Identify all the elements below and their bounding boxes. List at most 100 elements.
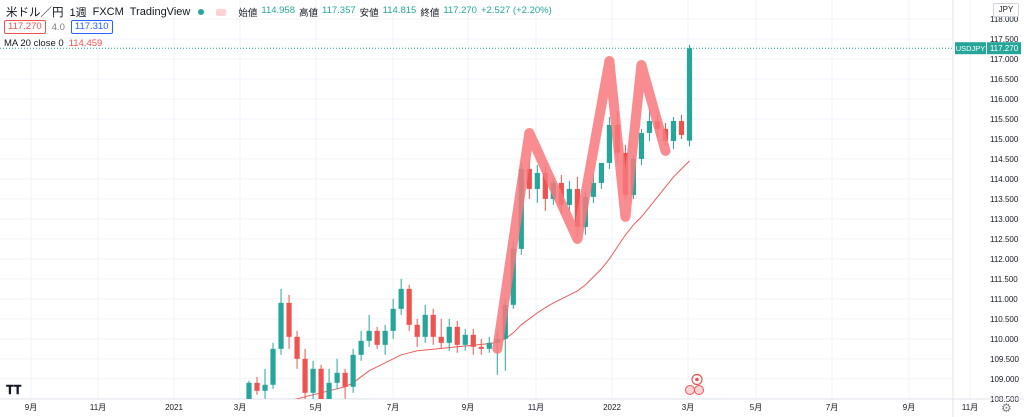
- plot-area: [0, 44, 953, 399]
- candle-body: [294, 336, 300, 359]
- low-value: 114.815: [382, 5, 417, 16]
- candle-body: [342, 372, 348, 387]
- candle-body: [510, 248, 516, 305]
- candle-body: [574, 188, 580, 227]
- candle-body: [350, 354, 356, 387]
- low-label: 安値: [359, 8, 379, 19]
- y-tick-label: 117.500: [990, 35, 1019, 44]
- candle-body: [390, 308, 396, 331]
- chart-header: 米ドル／円 1週 FXCM TradingView 始値 114.958 高値 11…: [6, 4, 552, 20]
- bid-ask-row: 117.270 4.0 117.310: [4, 20, 113, 34]
- candle-body: [470, 334, 476, 347]
- x-tick-label: 11月: [962, 403, 978, 412]
- candle-body: [422, 314, 428, 337]
- price-tag-value-bg: [987, 42, 1021, 55]
- candle-body: [406, 288, 412, 325]
- event-flag-icon: [694, 385, 704, 395]
- candle-body: [358, 340, 364, 355]
- x-tick-label: 3月: [234, 403, 246, 412]
- event-flag-icon[interactable]: [216, 8, 227, 16]
- candle-body: [270, 348, 276, 385]
- candle-body: [414, 324, 420, 337]
- candle-body: [462, 334, 468, 345]
- y-tick-label: 114.000: [990, 175, 1019, 184]
- candle-body: [302, 358, 308, 393]
- candle-body: [278, 302, 284, 349]
- currency-button[interactable]: JPY: [993, 3, 1019, 17]
- y-tick-label: 112.000: [990, 255, 1019, 264]
- candle-body: [254, 382, 260, 391]
- candle-body: [566, 188, 572, 205]
- x-tick-label: 9月: [462, 403, 474, 412]
- candle-body: [606, 124, 613, 163]
- y-tick-label: 110.000: [990, 335, 1019, 344]
- close-label: 終値: [420, 8, 440, 19]
- y-tick-label: 111.000: [990, 295, 1018, 304]
- y-tick-label: 118.000: [990, 15, 1019, 24]
- y-tick-label: 112.500: [990, 235, 1019, 244]
- candle-body: [686, 48, 693, 141]
- price-tag: USDJPY 117.270: [955, 42, 1021, 55]
- x-tick-label: 2021: [165, 403, 183, 412]
- price-tag-value: 117.270: [990, 44, 1019, 53]
- candle-body: [478, 346, 484, 349]
- candle-body: [310, 368, 316, 393]
- x-tick-label: 9月: [25, 403, 37, 412]
- candle-body: [526, 168, 532, 189]
- symbol-name[interactable]: 米ドル／円: [6, 7, 64, 19]
- candle-body: [382, 330, 388, 345]
- candle-body: [454, 326, 460, 345]
- candle-body: [430, 314, 436, 337]
- x-tick-label: 5月: [310, 403, 322, 412]
- y-tick-label: 117.000: [990, 55, 1019, 64]
- candle-body: [534, 172, 540, 189]
- candle-body: [246, 382, 252, 399]
- price-tag-symbol: USDJPY: [956, 44, 986, 53]
- y-tick-label: 115.000: [990, 135, 1019, 144]
- y-tick-label: 113.500: [990, 195, 1019, 204]
- indicator-value: 114.459: [68, 38, 103, 49]
- y-tick-label: 113.000: [990, 215, 1019, 224]
- open-label: 始値: [238, 8, 258, 19]
- y-tick-label: 109.500: [990, 355, 1019, 364]
- x-tick-label: 7月: [387, 403, 399, 412]
- high-value: 117.357: [322, 5, 356, 16]
- y-tick-label: 116.000: [990, 95, 1019, 104]
- y-tick-label: 110.500: [990, 315, 1019, 324]
- source-label: FXCM: [92, 6, 124, 18]
- candle-body: [446, 326, 452, 343]
- y-tick-label: 109.000: [990, 375, 1019, 384]
- interval-label[interactable]: 1週: [69, 7, 87, 19]
- y-tick-label: 111.500: [990, 275, 1018, 284]
- candle-body: [670, 120, 677, 141]
- y-tick-label: 116.500: [990, 75, 1019, 84]
- x-tick-label: 9月: [903, 403, 915, 412]
- x-tick-label: 7月: [826, 403, 838, 412]
- candle-body: [438, 336, 444, 343]
- open-value: 114.958: [261, 5, 295, 16]
- x-tick-label: 5月: [750, 403, 762, 412]
- candle-body: [374, 330, 380, 345]
- settings-gear-icon[interactable]: ⚙: [1001, 401, 1012, 415]
- candle-body: [326, 382, 332, 399]
- high-label: 高値: [299, 8, 319, 19]
- candle-body: [286, 302, 292, 337]
- candle-body: [366, 330, 372, 341]
- buy-button[interactable]: 117.310: [70, 20, 113, 34]
- platform-label: TradingView: [129, 6, 191, 18]
- candle-body: [334, 372, 340, 383]
- event-flag-icon: [695, 377, 699, 382]
- candle-body: [398, 288, 404, 309]
- event-flag-icon: [685, 385, 695, 395]
- x-tick-label: 3月: [682, 403, 694, 412]
- candle-body: [486, 342, 492, 349]
- sell-button[interactable]: 117.270: [4, 20, 46, 34]
- indicator-legend[interactable]: MA 20 close 0 114.459: [4, 38, 102, 49]
- x-tick-label: 2022: [603, 403, 621, 412]
- candle-body: [678, 120, 685, 135]
- ohlc-values: 始値 114.958 高値 117.357 安値 114.815 終値 117.270 …: [238, 5, 551, 19]
- tradingview-logo-icon[interactable]: 𝐓𝐓: [6, 383, 22, 397]
- market-status-icon: [198, 9, 205, 15]
